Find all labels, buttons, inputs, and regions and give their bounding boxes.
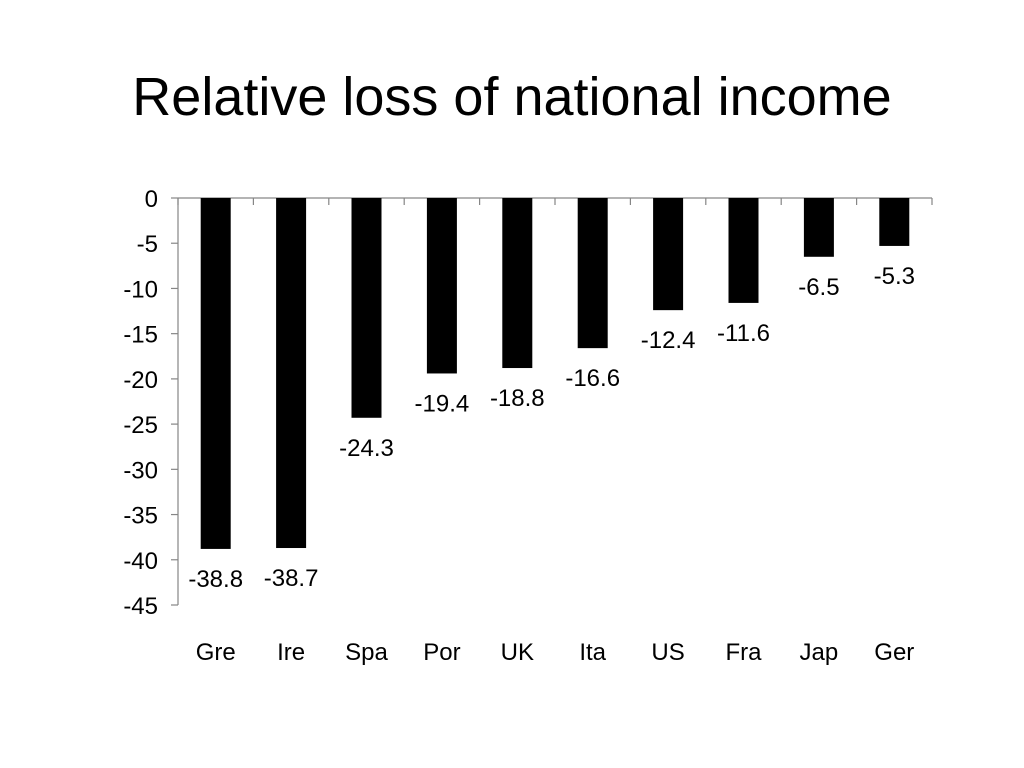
- data-label-jap: -6.5: [798, 274, 839, 301]
- bar-spa: [351, 198, 382, 418]
- y-tick-label: -5: [137, 231, 158, 258]
- bar-ger: [879, 198, 910, 246]
- bar-jap: [803, 198, 834, 257]
- y-tick-label: -15: [123, 322, 158, 349]
- data-label-uk: -18.8: [490, 385, 545, 412]
- bar-fra: [728, 198, 759, 303]
- data-label-ita: -16.6: [565, 365, 620, 392]
- category-label-fra: Fra: [726, 639, 763, 666]
- category-label-jap: Jap: [800, 639, 839, 666]
- y-tick-label: 0: [145, 186, 158, 213]
- page-title: Relative loss of national income: [132, 67, 892, 127]
- y-tick-label: -45: [123, 593, 158, 620]
- category-label-por: Por: [423, 639, 460, 666]
- category-label-spa: Spa: [345, 639, 388, 666]
- data-label-ire: -38.7: [264, 565, 319, 592]
- y-tick-label: -20: [123, 367, 158, 394]
- data-label-us: -12.4: [641, 327, 696, 354]
- y-tick-label: -40: [123, 548, 158, 575]
- category-label-uk: UK: [501, 639, 534, 666]
- chart-bars: [200, 198, 910, 549]
- y-tick-label: -25: [123, 412, 158, 439]
- bar-ire: [276, 198, 307, 549]
- category-label-us: US: [651, 639, 684, 666]
- category-label-ger: Ger: [874, 639, 914, 666]
- bar-por: [426, 198, 457, 374]
- bar-us: [653, 198, 684, 311]
- data-label-gre: -38.8: [188, 566, 243, 593]
- bar-uk: [502, 198, 533, 369]
- bar-ita: [577, 198, 608, 349]
- category-label-gre: Gre: [196, 639, 236, 666]
- category-label-ire: Ire: [277, 639, 305, 666]
- data-label-ger: -5.3: [874, 263, 915, 290]
- data-label-fra: -11.6: [717, 320, 770, 347]
- data-label-spa: -24.3: [339, 435, 394, 462]
- y-tick-label: -10: [123, 276, 158, 303]
- data-label-por: -19.4: [415, 390, 470, 417]
- chart-labels: 0 -5 -10 -15 -20 -25 -30 -35 -40 -45 -38.8 Gre -38.7…: [123, 186, 915, 666]
- bar-gre: [200, 198, 231, 549]
- y-tick-label: -30: [123, 457, 158, 484]
- y-tick-label: -35: [123, 503, 158, 530]
- category-label-ita: Ita: [579, 639, 606, 666]
